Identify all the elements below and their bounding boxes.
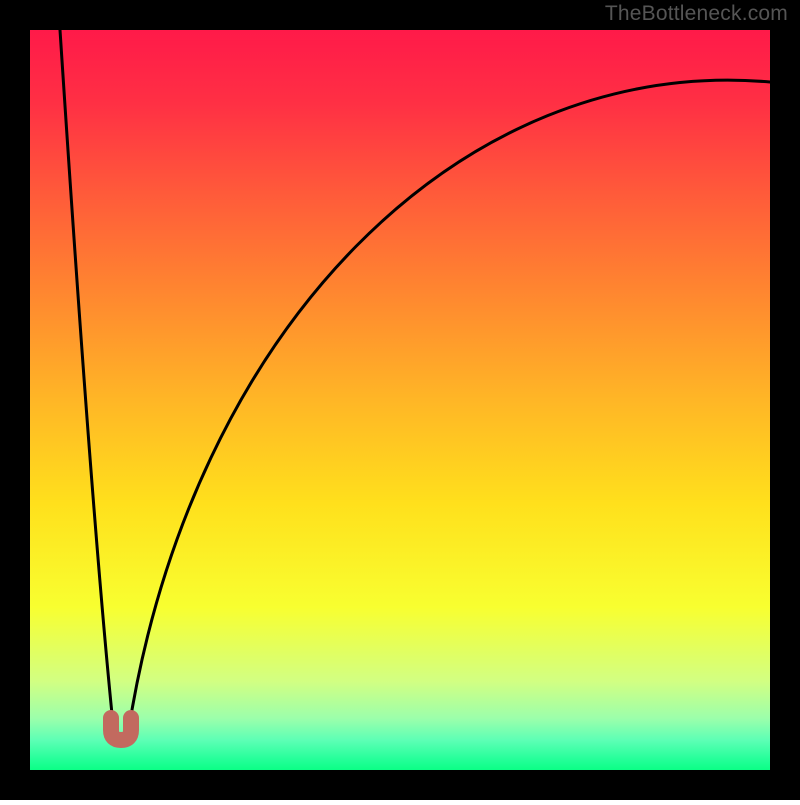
chart-container: TheBottleneck.com [0, 0, 800, 800]
bottleneck-chart [0, 0, 800, 800]
attribution-text: TheBottleneck.com [605, 2, 788, 26]
